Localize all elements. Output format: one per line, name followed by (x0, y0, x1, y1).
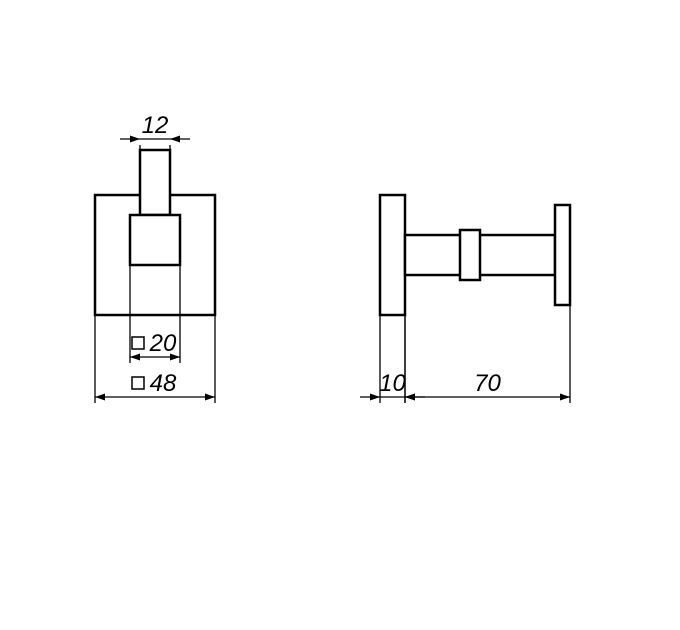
svg-text:70: 70 (474, 370, 501, 397)
svg-text:20: 20 (149, 330, 177, 357)
svg-text:10: 10 (379, 370, 406, 397)
technical-drawing: 20 48 12 10 70 (0, 0, 680, 630)
svg-text:12: 12 (142, 112, 169, 139)
svg-text:48: 48 (150, 370, 177, 397)
